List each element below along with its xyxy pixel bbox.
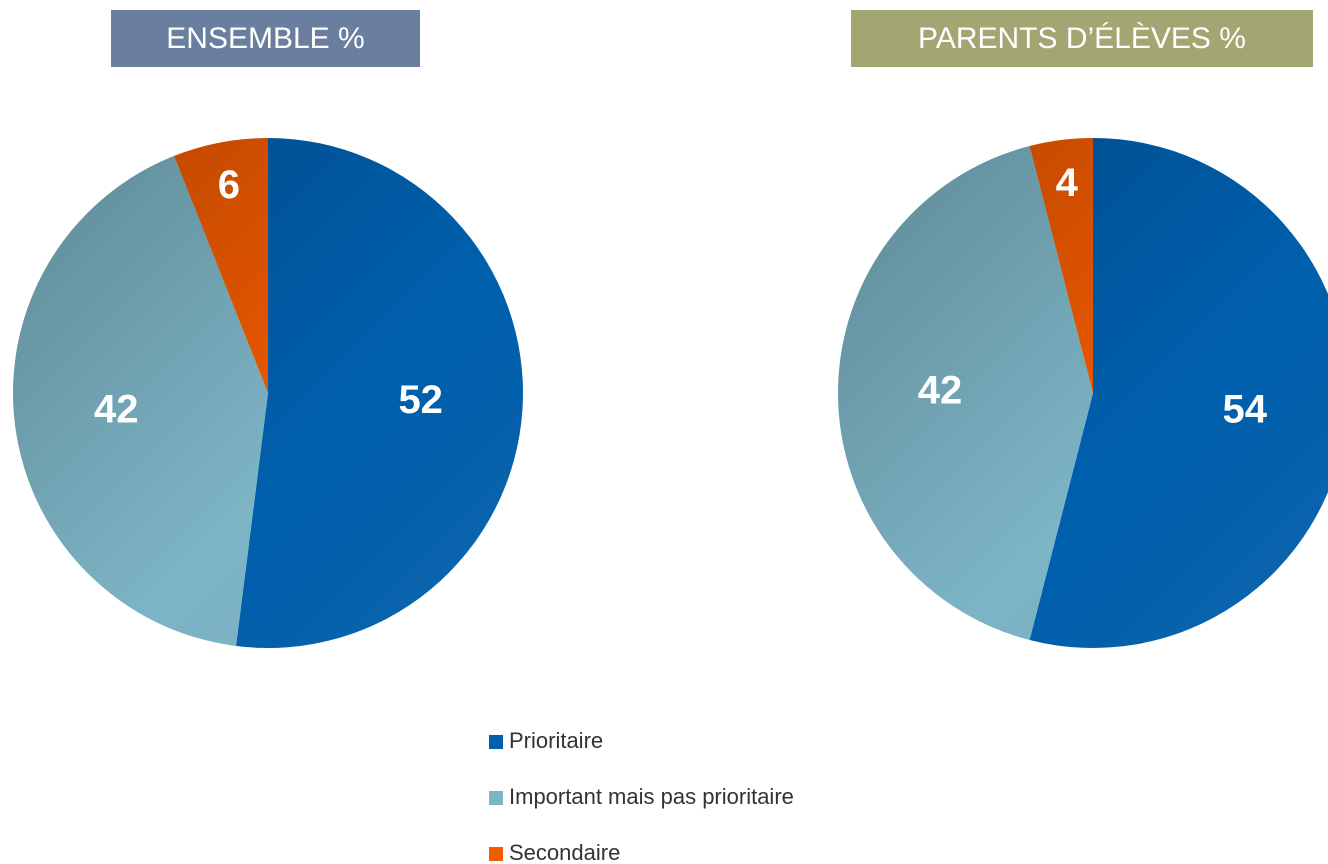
data-label: 42: [918, 369, 963, 413]
title-box: [111, 10, 420, 67]
data-label: 42: [94, 388, 139, 432]
data-label: 4: [1056, 161, 1079, 205]
legend-swatch: [489, 847, 503, 861]
legend-label: Important mais pas prioritaire: [509, 784, 794, 809]
legend-swatch: [489, 791, 503, 805]
legend-swatch: [489, 735, 503, 749]
data-label: 6: [218, 163, 240, 207]
legend-label: Prioritaire: [509, 728, 603, 753]
title-box: [851, 10, 1313, 67]
chart-title: ENSEMBLE %: [166, 22, 364, 55]
legend-label: Secondaire: [509, 840, 620, 864]
data-label: 54: [1223, 388, 1268, 432]
pie-slice: [236, 138, 523, 648]
chart-title: PARENTS D’ÉLÈVES %: [918, 22, 1246, 55]
data-label: 52: [398, 378, 443, 422]
